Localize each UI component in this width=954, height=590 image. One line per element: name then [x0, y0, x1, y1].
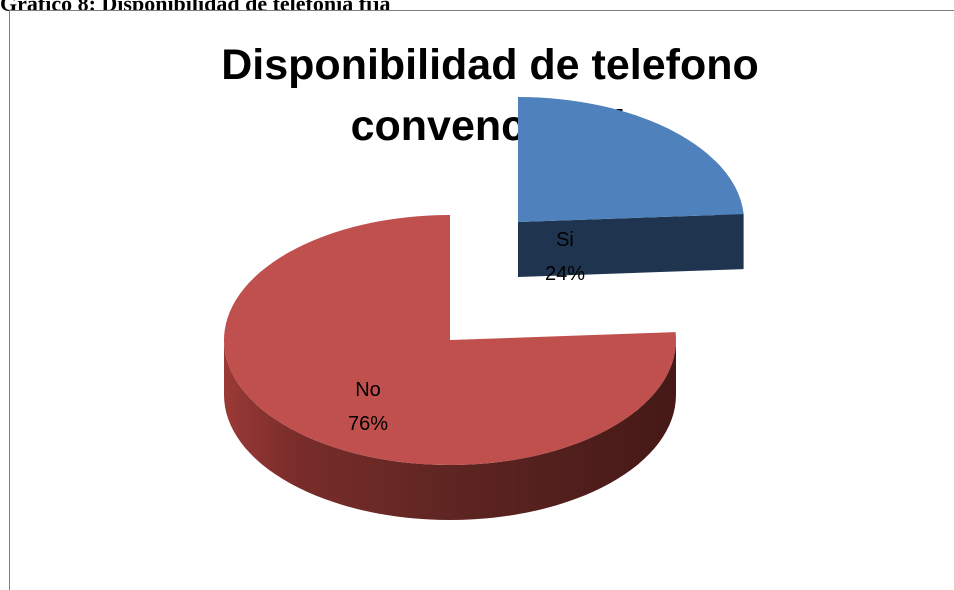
pie-slice-cut-si: [518, 214, 744, 277]
slice-label-si: Si: [556, 229, 574, 251]
slice-value-si: 24%: [545, 263, 585, 285]
chart-title-line-1: Disponibilidad de telefono: [221, 41, 759, 89]
pie-slice-side-no: [224, 340, 676, 520]
slice-label-no: No: [355, 379, 381, 401]
pie-slice-no: [223, 215, 676, 465]
pie-slice-si: [518, 97, 744, 222]
slice-value-no: 76%: [348, 413, 388, 435]
